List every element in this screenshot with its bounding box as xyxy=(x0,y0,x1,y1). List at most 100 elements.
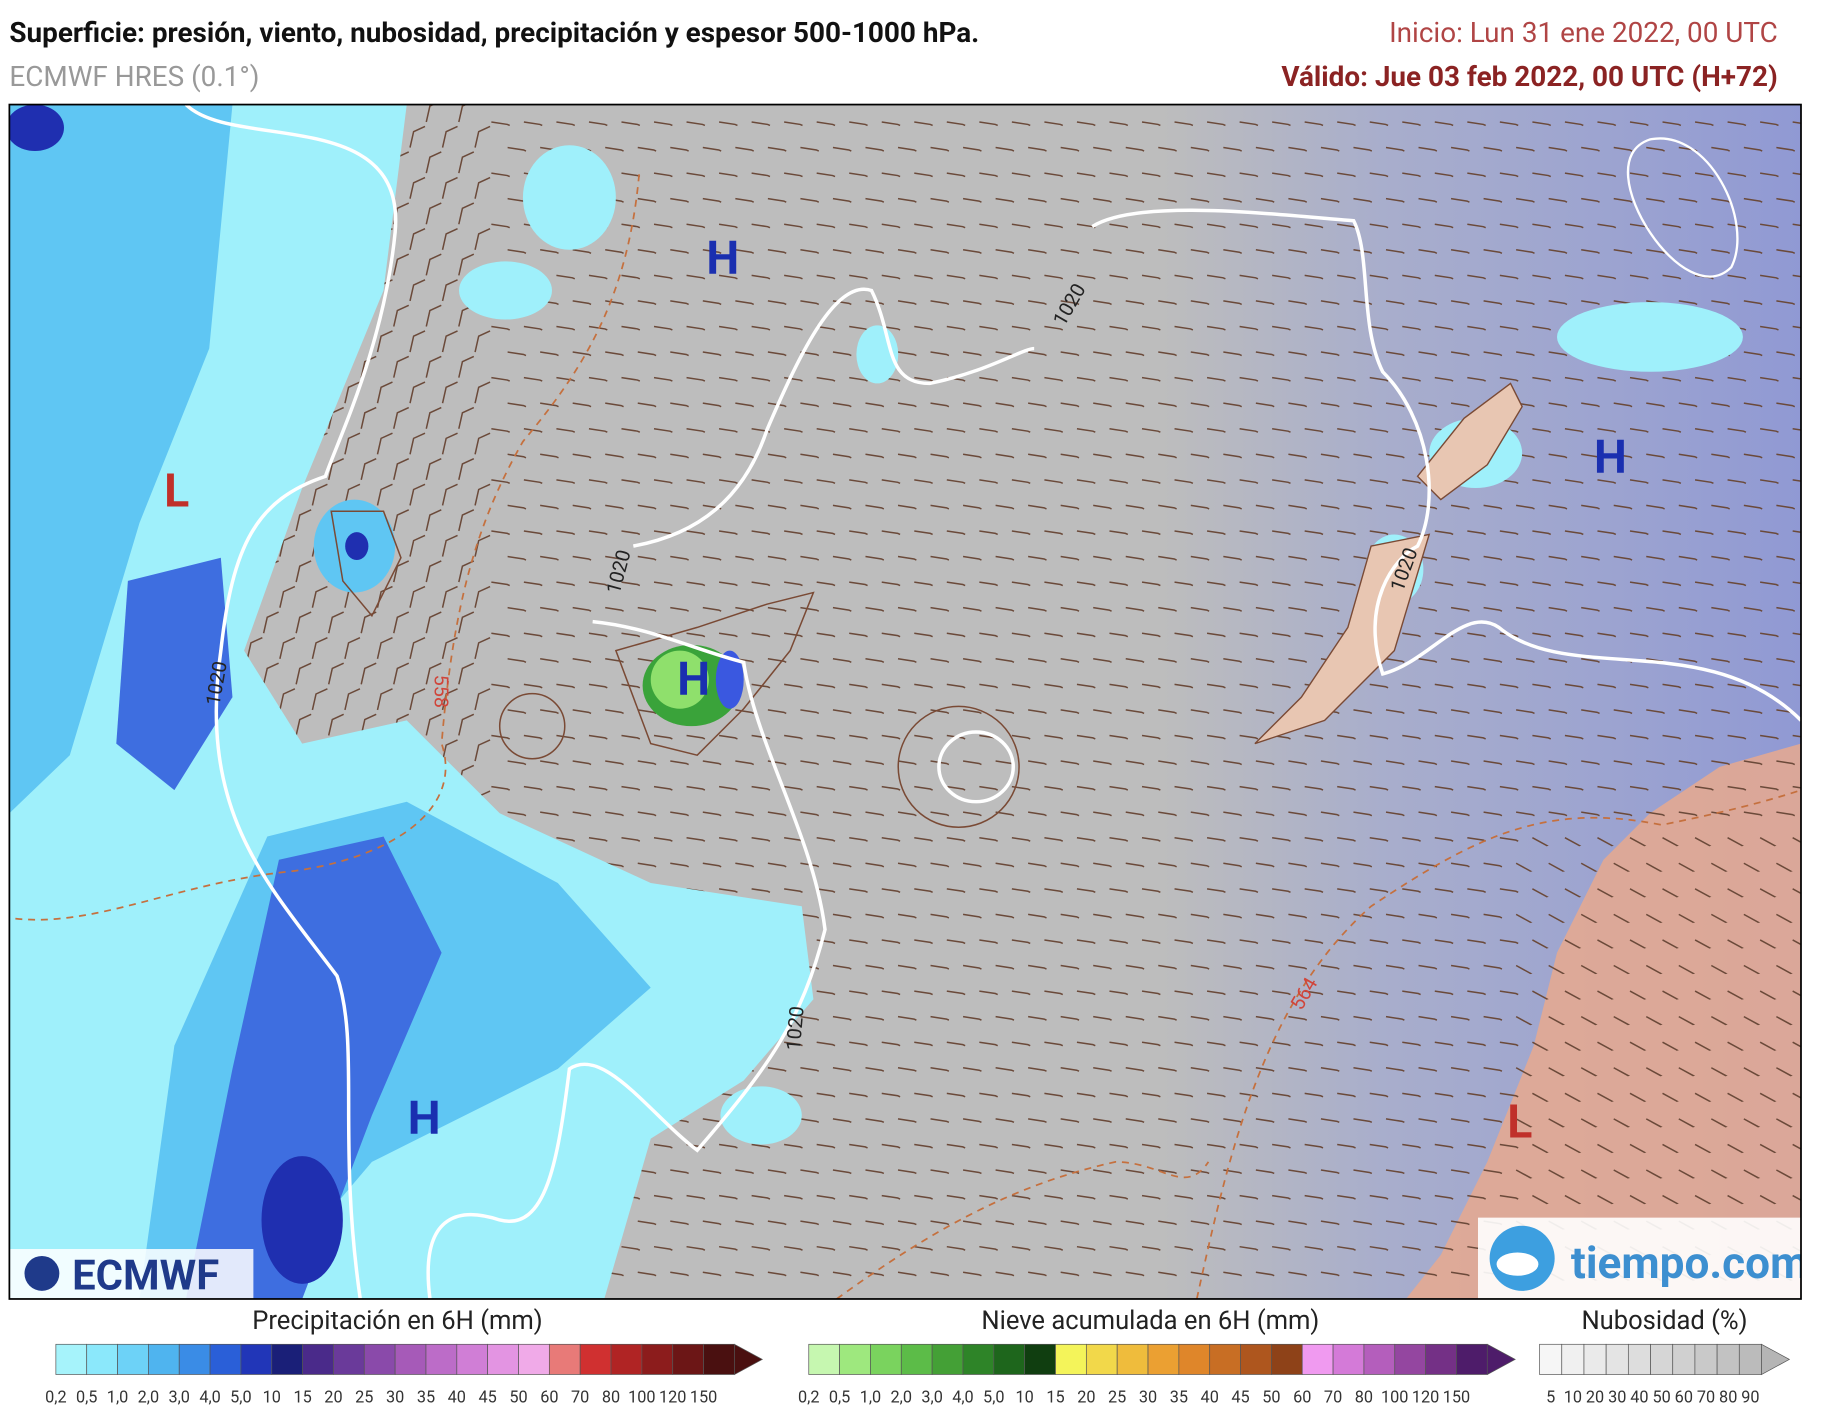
legend-swatch xyxy=(1024,1343,1056,1375)
legend-swatch xyxy=(808,1343,840,1375)
model: ECMWF HRES (0.1°) xyxy=(9,60,259,93)
legend-swatch xyxy=(641,1343,674,1375)
legend-label: 80 xyxy=(1355,1387,1373,1406)
legend-swatch xyxy=(1694,1343,1718,1375)
legend-label: 3,0 xyxy=(168,1387,189,1406)
legend-label: 70 xyxy=(571,1387,589,1406)
legend-label: 2,0 xyxy=(891,1387,912,1406)
legend-swatch xyxy=(148,1343,180,1375)
legend-swatch xyxy=(1425,1343,1457,1375)
legend-label: 100 xyxy=(628,1387,655,1406)
legend-label: 35 xyxy=(1170,1387,1188,1406)
legend-label: 30 xyxy=(1139,1387,1157,1406)
legend-swatch xyxy=(1627,1343,1651,1375)
legend-label: 80 xyxy=(602,1387,620,1406)
legend-label: 80 xyxy=(1719,1387,1737,1406)
legend-swatch xyxy=(1716,1343,1740,1375)
legend-label: 10 xyxy=(263,1387,281,1406)
legend-swatch xyxy=(1178,1343,1211,1375)
legend-label: 120 xyxy=(659,1387,686,1406)
legend-swatch xyxy=(931,1343,964,1375)
legend-label: 45 xyxy=(479,1387,497,1406)
legend-swatch xyxy=(610,1343,643,1375)
legend-label: 150 xyxy=(1443,1387,1470,1406)
legend-label: 60 xyxy=(540,1387,558,1406)
legend-swatch xyxy=(1332,1343,1365,1375)
legend-label: 0,5 xyxy=(829,1387,850,1406)
isobar-label: 1020 xyxy=(782,1005,809,1051)
pressure-center: H xyxy=(677,653,710,707)
ecmwf-logo: ECMWF xyxy=(9,1249,254,1301)
legend-label: 5,0 xyxy=(983,1387,1004,1406)
legend-label: 60 xyxy=(1675,1387,1693,1406)
legend-swatch xyxy=(1271,1343,1303,1375)
legend-label: 1,0 xyxy=(860,1387,881,1406)
legend-swatch xyxy=(1147,1343,1180,1375)
legend-swatch xyxy=(1539,1343,1563,1375)
legend-swatch xyxy=(363,1343,396,1375)
legend-label: 15 xyxy=(1046,1387,1064,1406)
pressure-center: H xyxy=(706,232,739,286)
legend-label: 4,0 xyxy=(952,1387,973,1406)
legend-label: 50 xyxy=(1262,1387,1280,1406)
legend-label: 1,0 xyxy=(107,1387,128,1406)
legend-swatch xyxy=(1456,1343,1488,1375)
legend-label: 10 xyxy=(1564,1387,1582,1406)
ecmwf-text: ECMWF xyxy=(72,1252,219,1301)
valid-time: Válido: Jue 03 feb 2022, 00 UTC (H+72) xyxy=(1281,60,1777,93)
legend-swatch xyxy=(703,1343,735,1375)
legend-label: 30 xyxy=(1608,1387,1626,1406)
tiempo-text: tiempo.com xyxy=(1571,1237,1808,1289)
legend-swatch xyxy=(1561,1343,1585,1375)
legend-arrow xyxy=(734,1343,764,1376)
legend-label: 25 xyxy=(1108,1387,1126,1406)
legend-swatch xyxy=(1672,1343,1696,1375)
legend-swatch xyxy=(1055,1343,1087,1375)
legend-swatch xyxy=(1605,1343,1629,1375)
legend-swatch xyxy=(86,1343,118,1375)
legend-label: 3,0 xyxy=(921,1387,942,1406)
legend-swatch xyxy=(1240,1343,1272,1375)
legend-label: 5,0 xyxy=(230,1387,251,1406)
legend-swatch xyxy=(1738,1343,1762,1375)
legend-swatch xyxy=(1394,1343,1426,1375)
pressure-center: H xyxy=(408,1092,441,1146)
legend-label: 150 xyxy=(690,1387,717,1406)
pressure-center: L xyxy=(1507,1095,1532,1149)
legend-swatch xyxy=(425,1343,458,1375)
legend-label: 2,0 xyxy=(138,1387,159,1406)
legend-swatch xyxy=(178,1343,211,1375)
legend-swatch xyxy=(1583,1343,1607,1375)
legend-swatch xyxy=(1650,1343,1674,1375)
legend-swatch xyxy=(672,1343,704,1375)
legend-swatch xyxy=(1116,1343,1149,1375)
legend-swatch xyxy=(839,1343,871,1375)
legend-swatch xyxy=(548,1343,581,1375)
legend-title: Nieve acumulada en 6H (mm) xyxy=(981,1306,1319,1336)
legend-label: 50 xyxy=(509,1387,527,1406)
legend-label: 40 xyxy=(1201,1387,1219,1406)
legend-label: 15 xyxy=(293,1387,311,1406)
legend-swatch xyxy=(394,1343,427,1375)
legend-label: 60 xyxy=(1293,1387,1311,1406)
legend-label: 0,2 xyxy=(798,1387,819,1406)
legend-label: 10 xyxy=(1016,1387,1034,1406)
legend-swatch xyxy=(1209,1343,1241,1375)
legend-swatch xyxy=(240,1343,273,1375)
legend-swatch xyxy=(55,1343,88,1375)
legend-swatch xyxy=(302,1343,334,1375)
legend-label: 50 xyxy=(1652,1387,1670,1406)
legend-swatch xyxy=(117,1343,149,1375)
init-time: Inicio: Lun 31 ene 2022, 00 UTC xyxy=(1389,16,1778,49)
legend-label: 120 xyxy=(1412,1387,1439,1406)
legend-label: 100 xyxy=(1381,1387,1408,1406)
legend-label: 20 xyxy=(324,1387,342,1406)
pressure-center: L xyxy=(164,465,189,519)
legend-label: 0,2 xyxy=(45,1387,66,1406)
legend-label: 20 xyxy=(1077,1387,1095,1406)
title: Superficie: presión, viento, nubosidad, … xyxy=(9,16,979,49)
legend-label: 35 xyxy=(417,1387,435,1406)
legend-swatch xyxy=(487,1343,519,1375)
legend-title: Precipitación en 6H (mm) xyxy=(252,1306,542,1336)
legend-swatch xyxy=(579,1343,612,1375)
